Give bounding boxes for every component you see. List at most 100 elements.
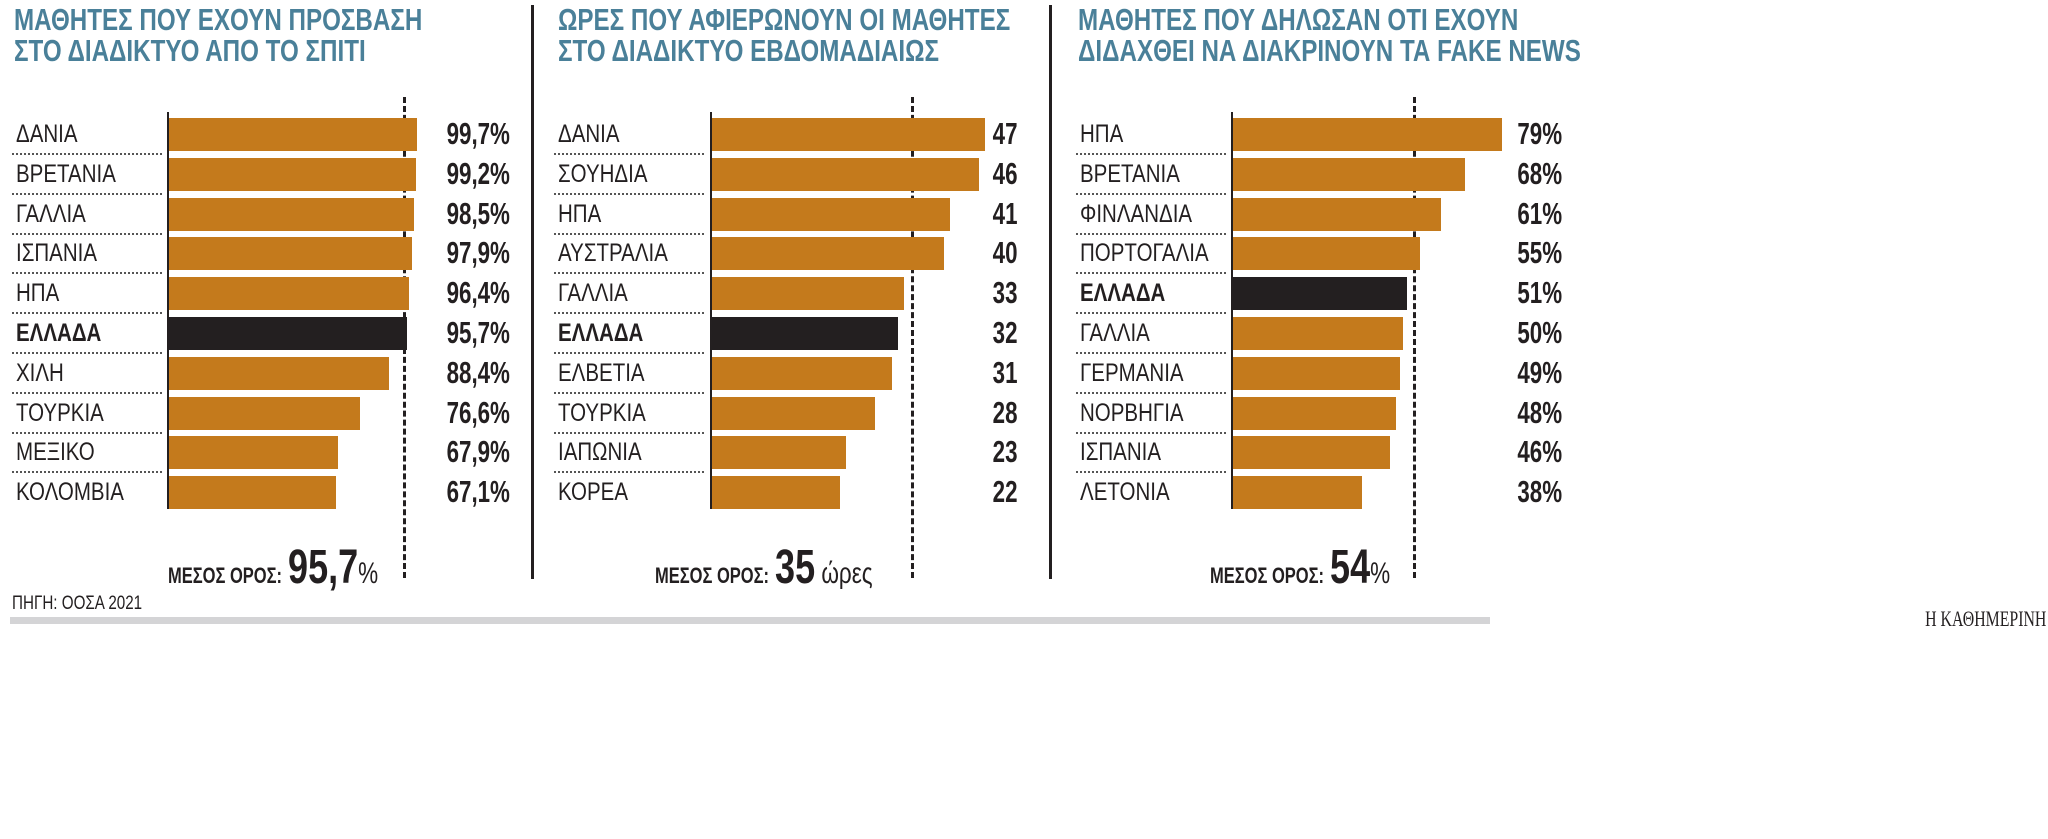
category-label: ΦΙΝΛΑΝΔΙΑ bbox=[1080, 199, 1193, 228]
axis-line bbox=[710, 112, 712, 509]
value-label: 61% bbox=[1517, 195, 1562, 231]
category-label: ΓΑΛΛΙΑ bbox=[1080, 319, 1150, 347]
row-separator bbox=[12, 352, 162, 354]
category-label: ΙΣΠΑΝΙΑ bbox=[16, 239, 98, 268]
value-label: 99,7% bbox=[446, 116, 510, 151]
value-label: 96,4% bbox=[446, 275, 510, 311]
row-separator bbox=[554, 352, 704, 354]
row-separator bbox=[1076, 352, 1226, 354]
row-separator bbox=[554, 272, 704, 275]
value-label: 79% bbox=[1517, 116, 1562, 151]
category-label: ΑΥΣΤΡΑΛΙΑ bbox=[558, 239, 668, 268]
category-label: ΓΑΛΛΙΑ bbox=[16, 199, 86, 228]
chart-title: ΜΑΘΗΤΕΣ ΠΟΥ ΕΧΟΥΝ ΠΡΟΣΒΑΣΗ ΣΤΟ ΔΙΑΔΙΚΤΥΟ … bbox=[14, 4, 422, 66]
bar bbox=[1233, 317, 1404, 350]
category-label: ΝΟΡΒΗΓΙΑ bbox=[1080, 398, 1184, 427]
category-label: ΤΟΥΡΚΙΑ bbox=[16, 398, 104, 427]
mean-label: ΜΕΣΟΣ ΟΡΟΣ: bbox=[1210, 563, 1325, 588]
category-label: ΚΟΛΟΜΒΙΑ bbox=[16, 478, 124, 507]
chart-title-line: ΜΑΘΗΤΕΣ ΠΟΥ ΕΧΟΥΝ ΠΡΟΣΒΑΣΗ bbox=[14, 2, 423, 37]
bar bbox=[169, 237, 413, 271]
category-label: ΛΕΤΟΝΙΑ bbox=[1080, 478, 1170, 507]
row-separator bbox=[12, 391, 162, 394]
row-separator bbox=[1076, 312, 1226, 315]
value-label: 41 bbox=[992, 195, 1017, 231]
value-label: 67,1% bbox=[446, 474, 510, 510]
mean-value: 95,7 bbox=[288, 541, 359, 594]
category-label: ΓΕΡΜΑΝΙΑ bbox=[1080, 358, 1184, 387]
bar bbox=[1233, 476, 1363, 510]
bar bbox=[1233, 356, 1400, 390]
row-separator bbox=[554, 391, 704, 394]
value-label: 32 bbox=[992, 315, 1017, 350]
category-label: ΓΑΛΛΙΑ bbox=[558, 279, 628, 308]
row-separator bbox=[554, 312, 704, 315]
category-label: ΚΟΡΕΑ bbox=[558, 478, 629, 507]
category-label: ΔΑΝΙΑ bbox=[558, 120, 620, 148]
category-label: ΔΑΝΙΑ bbox=[16, 120, 78, 148]
value-label: 98,5% bbox=[446, 195, 510, 231]
bar bbox=[712, 436, 846, 470]
row-separator bbox=[554, 153, 704, 155]
value-label: 51% bbox=[1517, 275, 1562, 311]
bar bbox=[1233, 197, 1441, 231]
mean-label: ΜΕΣΟΣ ΟΡΟΣ: bbox=[655, 563, 770, 588]
row-separator bbox=[12, 153, 162, 155]
category-label: ΗΠΑ bbox=[16, 279, 60, 308]
row-separator bbox=[12, 431, 162, 434]
mean-annotation: ΜΕΣΟΣ ΟΡΟΣ: 54% bbox=[1210, 540, 1390, 595]
bar bbox=[712, 118, 986, 151]
value-label: 68% bbox=[1517, 155, 1562, 191]
value-label: 49% bbox=[1517, 354, 1562, 390]
category-label: ΤΟΥΡΚΙΑ bbox=[558, 398, 646, 427]
chart-title-line: ΣΤΟ ΔΙΑΔΙΚΤΥΟ ΑΠΟ ΤΟ ΣΠΙΤΙ bbox=[14, 33, 366, 68]
brand-logo: Η ΚΑΘΗΜΕΡΙΝΗ bbox=[1924, 606, 2046, 631]
value-label: 47 bbox=[992, 116, 1017, 151]
value-label: 67,9% bbox=[446, 434, 510, 470]
row-separator bbox=[1076, 192, 1226, 195]
bar bbox=[169, 277, 409, 311]
row-separator bbox=[12, 312, 162, 315]
value-label: 40 bbox=[992, 235, 1017, 271]
bar bbox=[1233, 118, 1502, 151]
chart-title-line: ΣΤΟ ΔΙΑΔΙΚΤΥΟ ΕΒΔΟΜΑΔΙΑΙΩΣ bbox=[558, 33, 940, 68]
bar bbox=[169, 396, 360, 430]
chart-title-line: ΩΡΕΣ ΠΟΥ ΑΦΙΕΡΩΝΟΥΝ ΟΙ ΜΑΘΗΤΕΣ bbox=[558, 2, 1011, 37]
value-label: 46 bbox=[992, 155, 1017, 191]
row-separator bbox=[1076, 391, 1226, 394]
category-label: ΙΣΠΑΝΙΑ bbox=[1080, 438, 1162, 467]
bar bbox=[712, 317, 898, 350]
value-label: 88,4% bbox=[446, 354, 510, 390]
axis-line bbox=[1231, 112, 1233, 509]
panel-divider bbox=[531, 5, 534, 579]
mean-annotation: ΜΕΣΟΣ ΟΡΟΣ: 95,7% bbox=[168, 540, 378, 595]
value-label: 28 bbox=[992, 394, 1017, 430]
bar bbox=[169, 197, 414, 231]
row-separator bbox=[1076, 153, 1226, 155]
category-label: ΕΛΛΑΔΑ bbox=[558, 319, 644, 347]
category-label: ΗΠΑ bbox=[1080, 120, 1124, 148]
value-label: 46% bbox=[1517, 434, 1562, 470]
bar bbox=[169, 157, 416, 191]
footer-rule bbox=[10, 617, 1490, 624]
bar bbox=[1233, 237, 1421, 271]
bar bbox=[712, 396, 875, 430]
category-label: ΧΙΛΗ bbox=[16, 358, 64, 387]
row-separator bbox=[12, 192, 162, 195]
mean-line bbox=[911, 97, 915, 578]
value-label: 55% bbox=[1517, 235, 1562, 271]
mean-unit: ώρες bbox=[815, 557, 873, 590]
value-label: 23 bbox=[992, 434, 1017, 470]
bar bbox=[1233, 157, 1465, 191]
bar bbox=[1233, 396, 1397, 430]
chart-title: ΜΑΘΗΤΕΣ ΠΟΥ ΔΗΛΩΣΑΝ ΟΤΙ ΕΧΟΥΝ ΔΙΔΑΧΘΕΙ ΝΑ… bbox=[1078, 4, 1581, 66]
category-label: ΠΟΡΤΟΓΑΛΙΑ bbox=[1080, 239, 1209, 268]
value-label: 95,7% bbox=[446, 315, 510, 350]
bar bbox=[712, 356, 893, 390]
row-separator bbox=[554, 232, 704, 235]
chart-title-line: ΜΑΘΗΤΕΣ ΠΟΥ ΔΗΛΩΣΑΝ ΟΤΙ ΕΧΟΥΝ bbox=[1078, 2, 1519, 37]
value-label: 76,6% bbox=[446, 394, 510, 430]
value-label: 38% bbox=[1517, 474, 1562, 510]
row-separator bbox=[12, 471, 162, 474]
bar bbox=[169, 356, 389, 390]
